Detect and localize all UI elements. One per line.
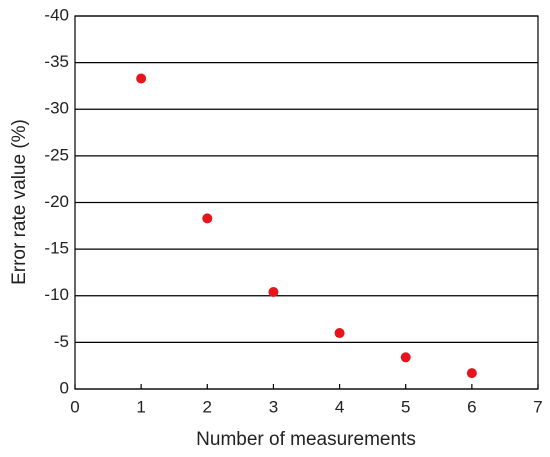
x-axis-title: Number of measurements (196, 429, 416, 450)
plot-frame (74, 15, 539, 390)
y-tick-label: -30 (44, 99, 69, 118)
y-tick-label: -20 (44, 192, 69, 211)
y-tick-label: -40 (44, 5, 69, 24)
y-tick-label: -5 (54, 332, 69, 351)
y-tick-label: -35 (44, 52, 69, 71)
x-tick-label: 3 (269, 397, 278, 416)
y-tick-label: -15 (44, 239, 69, 258)
x-tick-label: 1 (136, 397, 145, 416)
point (400, 352, 411, 363)
point (136, 73, 147, 84)
point (202, 213, 213, 224)
x-tick-label: 6 (467, 397, 476, 416)
y-axis-title: Error rate value (%) (9, 119, 30, 285)
x-tick-label: 5 (401, 397, 410, 416)
x-tick-label: 0 (70, 397, 79, 416)
point (334, 328, 345, 339)
x-tick-label: 4 (335, 397, 344, 416)
y-tick-label: -25 (44, 145, 69, 164)
y-tick-label: 0 (60, 378, 69, 397)
point (466, 368, 477, 379)
point (268, 287, 279, 298)
y-tick-label: -10 (44, 285, 69, 304)
x-tick-label: 7 (533, 397, 542, 416)
x-tick-label: 2 (203, 397, 212, 416)
